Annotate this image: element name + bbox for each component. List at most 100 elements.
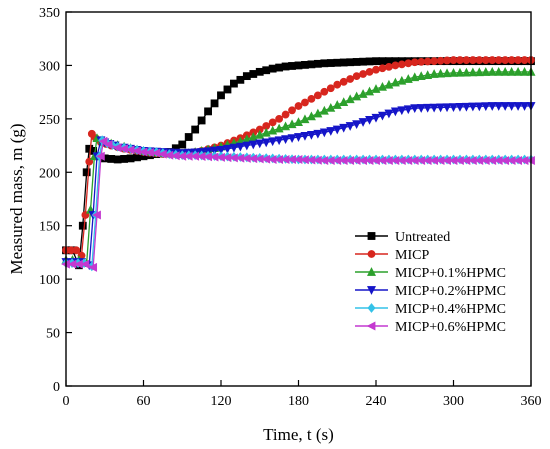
data-point [88,262,98,272]
data-point [500,102,510,111]
data-point [255,139,265,149]
data-point [332,100,342,109]
data-point [204,107,212,116]
x-tick-label: 360 [521,394,542,409]
data-point [442,68,452,78]
data-point [449,56,458,64]
legend-item: MICP+0.6%HPMC [355,320,506,335]
data-point [229,143,239,153]
data-point [404,59,413,68]
data-point [210,146,220,156]
series-3 [61,66,536,268]
data-point [287,119,297,129]
legend-label: MICP+0.2%HPMC [395,284,506,299]
data-point [281,135,291,145]
data-point [417,57,426,66]
series-layer [61,56,536,272]
data-point [345,122,355,131]
data-point [80,259,90,269]
data-point [397,106,407,116]
data-point [300,132,310,141]
data-point [455,103,465,112]
legend-item: MICP+0.1%HPMC [355,266,506,281]
x-axis-title: Time, t (s) [263,425,334,444]
data-point [346,58,355,67]
data-point [436,68,446,78]
data-point [429,69,439,78]
data-point [390,77,400,87]
data-point [184,133,193,141]
data-point [255,67,264,76]
series-4 [61,102,536,271]
data-point [261,138,271,148]
data-point [288,106,296,115]
data-point [352,58,361,66]
data-point [319,128,329,138]
data-point [403,105,413,115]
data-point [307,95,316,103]
data-point [513,66,523,76]
data-point [294,102,303,110]
data-point [275,63,284,72]
data-point [235,142,245,152]
data-point [281,121,291,131]
data-point [359,70,367,78]
data-point [242,72,251,81]
data-point [103,140,113,149]
data-point [449,68,458,77]
data-point [294,117,303,126]
data-point [423,103,433,113]
data-point [313,129,323,139]
data-point [487,102,497,111]
data-point [410,58,419,67]
data-point [126,154,135,163]
legend-marker [367,267,376,276]
data-point [461,67,471,77]
data-point [319,105,329,115]
data-point [332,125,342,135]
legend-marker [367,232,376,240]
data-point [262,66,271,75]
legend-item: MICP+0.2%HPMC [355,284,506,299]
data-point [345,94,355,104]
y-tick-label: 250 [39,113,60,128]
data-point [416,71,426,81]
data-point [507,56,516,64]
data-point [429,103,439,113]
x-tick-label: 120 [211,394,232,409]
data-point [120,155,129,163]
y-tick-label: 50 [46,327,60,342]
data-point [268,125,278,135]
data-point [294,133,303,142]
data-point [377,81,387,91]
data-point [397,60,406,69]
data-point [281,110,290,119]
legend-label: Untreated [395,230,450,245]
data-point [410,72,420,82]
data-point [462,56,471,64]
data-point [352,91,362,101]
data-point [468,56,477,64]
data-point [333,58,342,67]
data-point [507,102,517,111]
data-point [288,62,296,70]
data-point [132,146,141,156]
data-point [384,79,394,89]
series-line [66,105,531,267]
data-point [242,141,252,151]
data-point [307,60,316,69]
data-point [236,75,245,84]
data-point [358,89,368,98]
data-point [443,56,451,65]
data-point [82,168,91,177]
data-point [514,56,522,64]
data-point [98,136,108,146]
data-point [339,58,348,67]
data-point [346,75,355,83]
data-point [359,57,367,66]
data-point [365,67,374,76]
legend-item: Untreated [355,230,450,245]
data-point [385,62,393,71]
legend: Untreated MICP MICP+0.1%HPMC MICP+0.2%HPMC M… [355,230,506,335]
